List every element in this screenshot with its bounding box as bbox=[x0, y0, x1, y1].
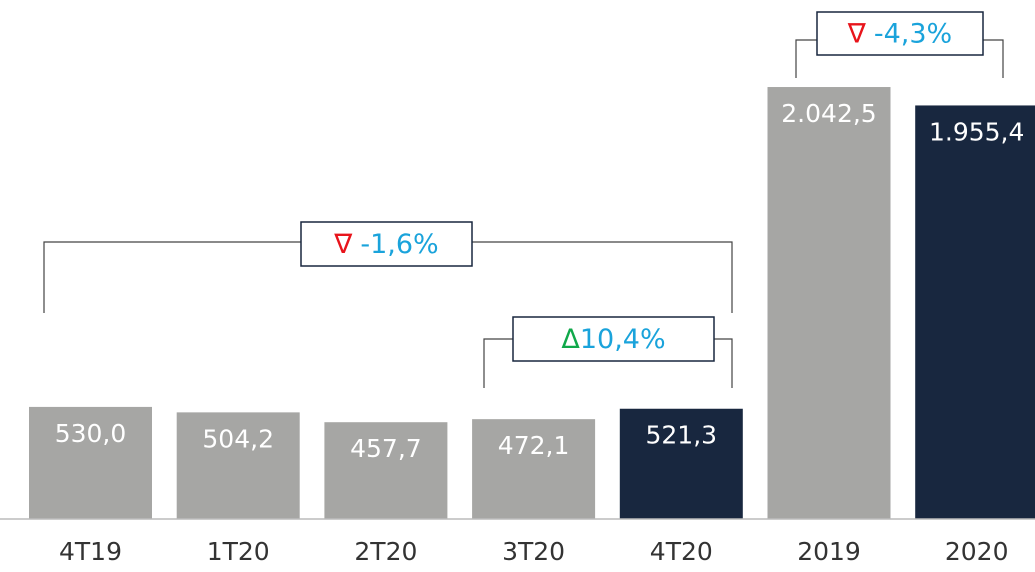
bar bbox=[472, 419, 596, 519]
x-tick-label: 2T20 bbox=[354, 537, 417, 566]
annotation-symbol: Δ bbox=[561, 324, 580, 355]
x-tick-label: 4T19 bbox=[59, 537, 122, 566]
bar bbox=[176, 412, 300, 519]
annotation-symbol: ∇ bbox=[333, 229, 353, 260]
annotation-box bbox=[300, 221, 473, 267]
annotation-box bbox=[816, 11, 984, 56]
x-tick-label: 2020 bbox=[945, 537, 1009, 566]
annotation-box bbox=[512, 316, 715, 362]
x-tick-label: 4T20 bbox=[650, 537, 713, 566]
annotation-text: 10,4% bbox=[580, 324, 666, 355]
annotation-text: -4,3% bbox=[874, 18, 952, 49]
annotation: ∇ -1,6% bbox=[333, 229, 438, 260]
x-tick-label: 3T20 bbox=[502, 537, 565, 566]
value-label: 2.042,5 bbox=[781, 99, 876, 128]
annotation: ∇ -4,3% bbox=[847, 18, 952, 49]
value-label: 504,2 bbox=[202, 424, 274, 453]
bar bbox=[29, 406, 152, 519]
value-label: 457,7 bbox=[350, 434, 422, 463]
annotation-symbol: ∇ bbox=[847, 18, 867, 49]
bar bbox=[915, 105, 1035, 519]
x-tick-label: 1T20 bbox=[207, 537, 270, 566]
annotation: Δ10,4% bbox=[561, 324, 665, 355]
value-label: 472,1 bbox=[498, 431, 570, 460]
value-label: 521,3 bbox=[646, 421, 718, 450]
annotation-text: -1,6% bbox=[360, 229, 438, 260]
bar bbox=[619, 408, 743, 519]
value-label: 1.955,4 bbox=[929, 117, 1024, 146]
bar bbox=[324, 422, 448, 519]
bar bbox=[767, 87, 891, 519]
x-tick-label: 2019 bbox=[797, 537, 861, 566]
value-label: 530,0 bbox=[55, 419, 127, 448]
